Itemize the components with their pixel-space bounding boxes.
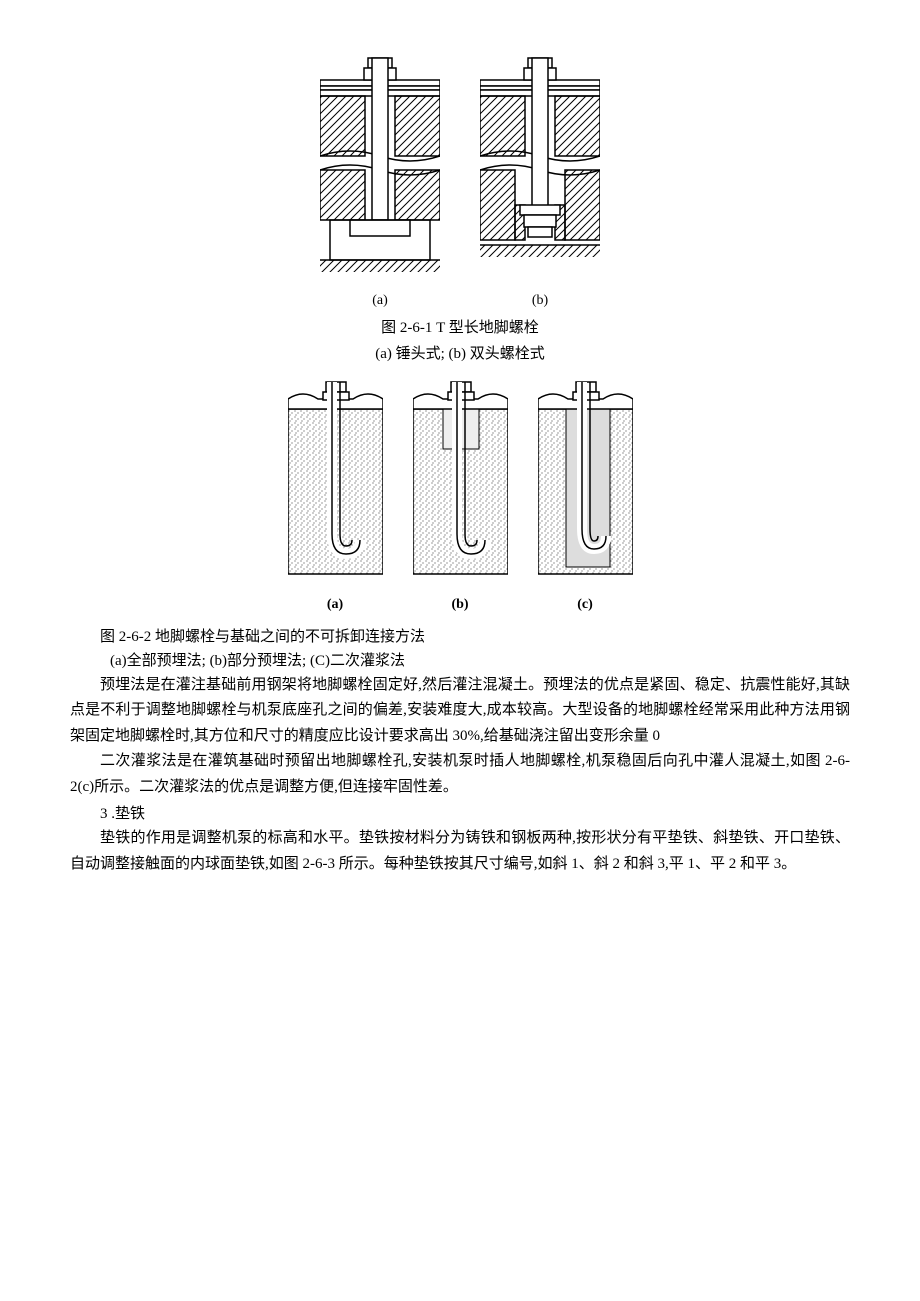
fig1-label-b: (b)	[480, 290, 600, 312]
figure-2-diagrams: (a) (b)	[70, 374, 850, 616]
fig1-caption: 图 2-6-1 T 型长地脚螺栓	[70, 316, 850, 340]
paragraph-1: 预埋法是在灌注基础前用钢架将地脚螺栓固定好,然后灌注混凝土。预埋法的优点是紧固、…	[70, 673, 850, 750]
fig2-caption: 图 2-6-2 地脚螺栓与基础之间的不可拆卸连接方法	[100, 625, 850, 649]
j-bolt-secondary-grout-icon	[538, 374, 633, 584]
diagram-1b: (b)	[480, 50, 600, 312]
fig1-label-a: (a)	[320, 290, 440, 312]
paragraph-3: 垫铁的作用是调整机泵的标高和水平。垫铁按材料分为铸铁和钢板两种,按形状分有平垫铁…	[70, 826, 850, 877]
diagram-1a: (a)	[320, 50, 440, 312]
fig2-label-c: (c)	[538, 594, 633, 616]
bolt-double-head-icon	[480, 50, 600, 280]
j-bolt-partial-embed-icon	[413, 374, 508, 584]
section-3-number: 3 .	[100, 806, 115, 822]
paragraph-2: 二次灌浆法是在灌筑基础时预留出地脚螺栓孔,安装机泵时插人地脚螺栓,机泵稳固后向孔…	[70, 749, 850, 800]
section-3-title: 垫铁	[115, 806, 145, 822]
fig1-subcaption: (a) 锤头式; (b) 双头螺栓式	[70, 342, 850, 366]
diagram-2a: (a)	[288, 374, 383, 616]
fig2-label-a: (a)	[288, 594, 383, 616]
bolt-hammer-head-icon	[320, 50, 440, 280]
fig2-label-b: (b)	[413, 594, 508, 616]
j-bolt-full-embed-icon	[288, 374, 383, 584]
figure-2-6-1: (a)	[70, 50, 850, 617]
section-3-heading: 3 .垫铁	[70, 802, 850, 826]
diagram-2c: (c)	[538, 374, 633, 616]
figure-1-diagrams: (a)	[70, 50, 850, 312]
diagram-2b: (b)	[413, 374, 508, 616]
fig2-subcaption: (a)全部预埋法; (b)部分预埋法; (C)二次灌浆法	[110, 649, 850, 673]
